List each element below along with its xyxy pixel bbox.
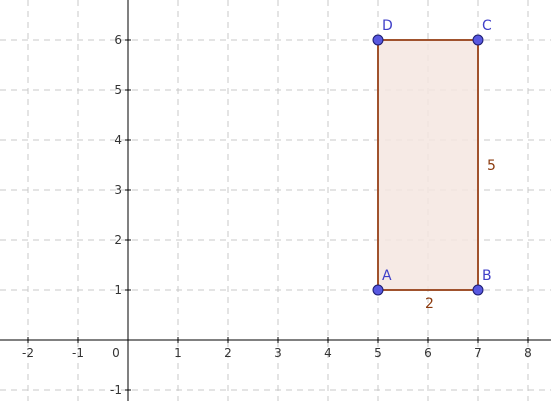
- x-tick-label: 6: [424, 346, 432, 360]
- y-tick-label: 1: [114, 283, 122, 297]
- point-b[interactable]: [472, 284, 484, 296]
- point-d[interactable]: [372, 34, 384, 46]
- x-tick-label: 4: [324, 346, 332, 360]
- vertex-label-c: C: [482, 18, 492, 34]
- rectangle-abcd[interactable]: [377, 39, 479, 291]
- x-tick-label: 0: [112, 346, 120, 360]
- vertex-label-d: D: [382, 18, 393, 34]
- y-tick-marks: [125, 39, 131, 391]
- x-tick-label: 2: [224, 346, 232, 360]
- x-tick-label: 1: [174, 346, 182, 360]
- x-tick-label: -1: [72, 346, 84, 360]
- x-tick-label: -2: [22, 346, 34, 360]
- vertex-label-b: B: [482, 268, 492, 284]
- side-label-ab: 2: [425, 296, 434, 312]
- side-label-bc: 5: [487, 158, 496, 174]
- side-labels: 25: [425, 158, 496, 312]
- y-tick-label: 4: [114, 133, 122, 147]
- y-tick-label: -1: [110, 383, 122, 397]
- y-tick-label: 6: [114, 33, 122, 47]
- vertex-labels: A B C D: [382, 18, 492, 284]
- y-tick-label: 3: [114, 183, 122, 197]
- y-tick-label: 5: [114, 83, 122, 97]
- vertex-label-a: A: [382, 268, 392, 284]
- vertex-points[interactable]: [372, 34, 484, 296]
- x-tick-labels: -2 -1 0 1 2 3 4 5 6 7 8: [22, 346, 532, 360]
- x-tick-marks: [27, 337, 529, 343]
- x-tick-label: 5: [374, 346, 382, 360]
- x-tick-label: 3: [274, 346, 282, 360]
- point-c[interactable]: [472, 34, 484, 46]
- x-tick-label: 7: [474, 346, 482, 360]
- x-tick-label: 8: [524, 346, 532, 360]
- y-tick-label: 2: [114, 233, 122, 247]
- y-tick-labels: -1 1 2 3 4 5 6: [110, 33, 122, 397]
- point-a[interactable]: [372, 284, 384, 296]
